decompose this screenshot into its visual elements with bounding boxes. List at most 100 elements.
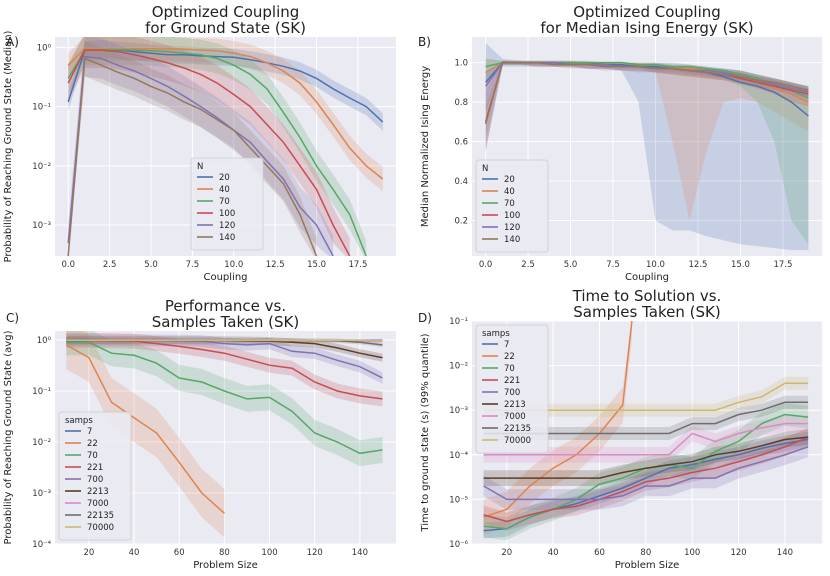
legend-box <box>475 324 549 454</box>
series-band-22135 <box>483 395 809 440</box>
x-axis-label: Problem Size <box>615 560 680 571</box>
legend-title: N <box>197 162 203 172</box>
y-tick-label: 10⁻⁶ <box>449 540 468 550</box>
x-tick-label: 10.0 <box>646 260 665 270</box>
x-tick-label: 7.5 <box>186 260 200 270</box>
panel-d: 20 40 60 80 100 120 140 10⁻⁶ 10⁻⁵ 10⁻⁴ 10⁻³ 10⁻² 10⁻… <box>418 287 822 571</box>
y-axis-label: Time to ground state (s) (99% quantile) <box>420 333 431 532</box>
legend-entry-2213: 2213 <box>504 400 526 410</box>
y-tick-label: 0.8 <box>454 98 468 108</box>
series-band-40 <box>68 37 383 192</box>
series-band-700 <box>483 436 809 510</box>
series-line-70 <box>66 341 383 455</box>
series-band-7 <box>483 431 809 539</box>
y-tick-label: 10⁻² <box>32 162 51 172</box>
x-tick-label: 10.0 <box>224 260 243 270</box>
x-axis-label: Coupling <box>203 272 247 283</box>
x-tick-label: 12.5 <box>266 260 285 270</box>
series-line-40 <box>67 47 384 180</box>
legend-entry-22135: 22135 <box>504 424 531 434</box>
legend-entry-700: 700 <box>504 388 520 398</box>
y-tick-label: 10⁰ <box>37 43 52 53</box>
y-tick-label: 10⁻³ <box>32 489 51 499</box>
chart-title-line-1: Time to Solution vs. <box>572 287 722 305</box>
x-tick-label: 140 <box>352 548 368 558</box>
y-tick-label: 10⁻² <box>449 362 468 372</box>
legend-entry-40: 40 <box>504 187 515 197</box>
x-tick-label: 60 <box>174 548 185 558</box>
legend: N 20 40 70 100 120 140 <box>475 159 549 253</box>
series-line-22 <box>65 344 225 514</box>
chart-title-line-1: Performance vs. <box>165 297 286 315</box>
x-tick-label: 140 <box>777 548 793 558</box>
x-tick-label: 5.0 <box>144 260 158 270</box>
series-band-22 <box>66 331 225 538</box>
series-band-70 <box>66 331 383 467</box>
legend-entry-70000: 70000 <box>87 523 114 533</box>
series-band-140 <box>68 40 317 256</box>
x-tick-label: 12.5 <box>689 260 708 270</box>
x-tick-label: 120 <box>730 548 746 558</box>
chart-title-line-2: Samples Taken (SK) <box>573 303 720 321</box>
legend-entry-20: 20 <box>504 175 515 185</box>
series-line-120 <box>67 55 334 256</box>
legend-entry-221: 221 <box>504 376 520 386</box>
panel-c: 20 40 60 80 100 120 140 10⁻⁴ 10⁻³ 10⁻² 10⁻¹ 10⁰ Prob… <box>3 297 396 571</box>
y-tick-label: 0.6 <box>454 138 468 148</box>
legend-entry-20: 20 <box>219 173 230 183</box>
plot-marks <box>483 321 809 541</box>
legend-title: samps <box>65 416 93 426</box>
x-tick-label: 0.0 <box>479 260 493 270</box>
legend-entry-7000: 7000 <box>87 499 109 509</box>
legend-entry-22: 22 <box>504 352 515 362</box>
legend-box <box>190 157 264 251</box>
y-tick-label: 10⁻¹ <box>449 317 468 327</box>
y-tick-label: 0.4 <box>454 177 468 187</box>
y-tick-label: 10⁻⁵ <box>449 495 468 505</box>
x-tick-label: 17.5 <box>348 260 367 270</box>
y-axis-label: Probability of Reaching Ground State (Me… <box>3 30 14 262</box>
series-line-100 <box>67 49 351 256</box>
panel-a: 0.0 2.5 5.0 7.5 10.0 12.5 15.0 17.5 10⁻³ 10⁻² 10⁻¹… <box>3 3 396 283</box>
chart-title-line-2: for Ground State (SK) <box>145 19 306 37</box>
legend-title: samps <box>482 329 510 339</box>
legend-entry-7: 7 <box>504 340 509 350</box>
legend-entry-700: 700 <box>87 475 103 485</box>
legend-entry-70: 70 <box>504 199 515 209</box>
y-tick-label: 10⁻¹ <box>32 103 51 113</box>
y-tick-label: 10⁻³ <box>449 406 468 416</box>
series-band-7000 <box>483 415 809 463</box>
y-tick-label: 10⁻⁴ <box>449 451 468 461</box>
x-axis-label: Problem Size <box>193 560 258 571</box>
panel-label: B) <box>418 35 431 49</box>
x-tick-label: 120 <box>307 548 323 558</box>
plot-marks <box>65 331 383 538</box>
legend-entry-221: 221 <box>87 463 103 473</box>
x-tick-label: 2.5 <box>103 260 117 270</box>
series-band-70 <box>68 37 367 256</box>
series-line-140 <box>484 61 809 125</box>
legend-entry-100: 100 <box>219 209 235 219</box>
x-tick-label: 40 <box>548 548 559 558</box>
x-tick-label: 40 <box>129 548 140 558</box>
y-tick-label: 0.2 <box>454 216 468 226</box>
x-tick-label: 17.5 <box>773 260 792 270</box>
series-band-700 <box>66 334 383 384</box>
series-line-2213 <box>483 436 809 479</box>
series-line-70 <box>67 48 367 256</box>
y-tick-label: 10⁻¹ <box>32 387 51 397</box>
legend-entry-22135: 22135 <box>87 511 114 521</box>
legend-entry-7: 7 <box>87 427 92 437</box>
x-tick-label: 100 <box>684 548 700 558</box>
x-tick-label: 60 <box>594 548 605 558</box>
series-band-20 <box>485 42 809 251</box>
series-line-70000 <box>66 339 383 342</box>
series-band-120 <box>68 37 334 256</box>
series-line-140 <box>67 57 318 256</box>
legend-entry-70000: 70000 <box>504 436 531 446</box>
legend-entry-70: 70 <box>87 451 98 461</box>
panel-label: D) <box>418 311 432 325</box>
